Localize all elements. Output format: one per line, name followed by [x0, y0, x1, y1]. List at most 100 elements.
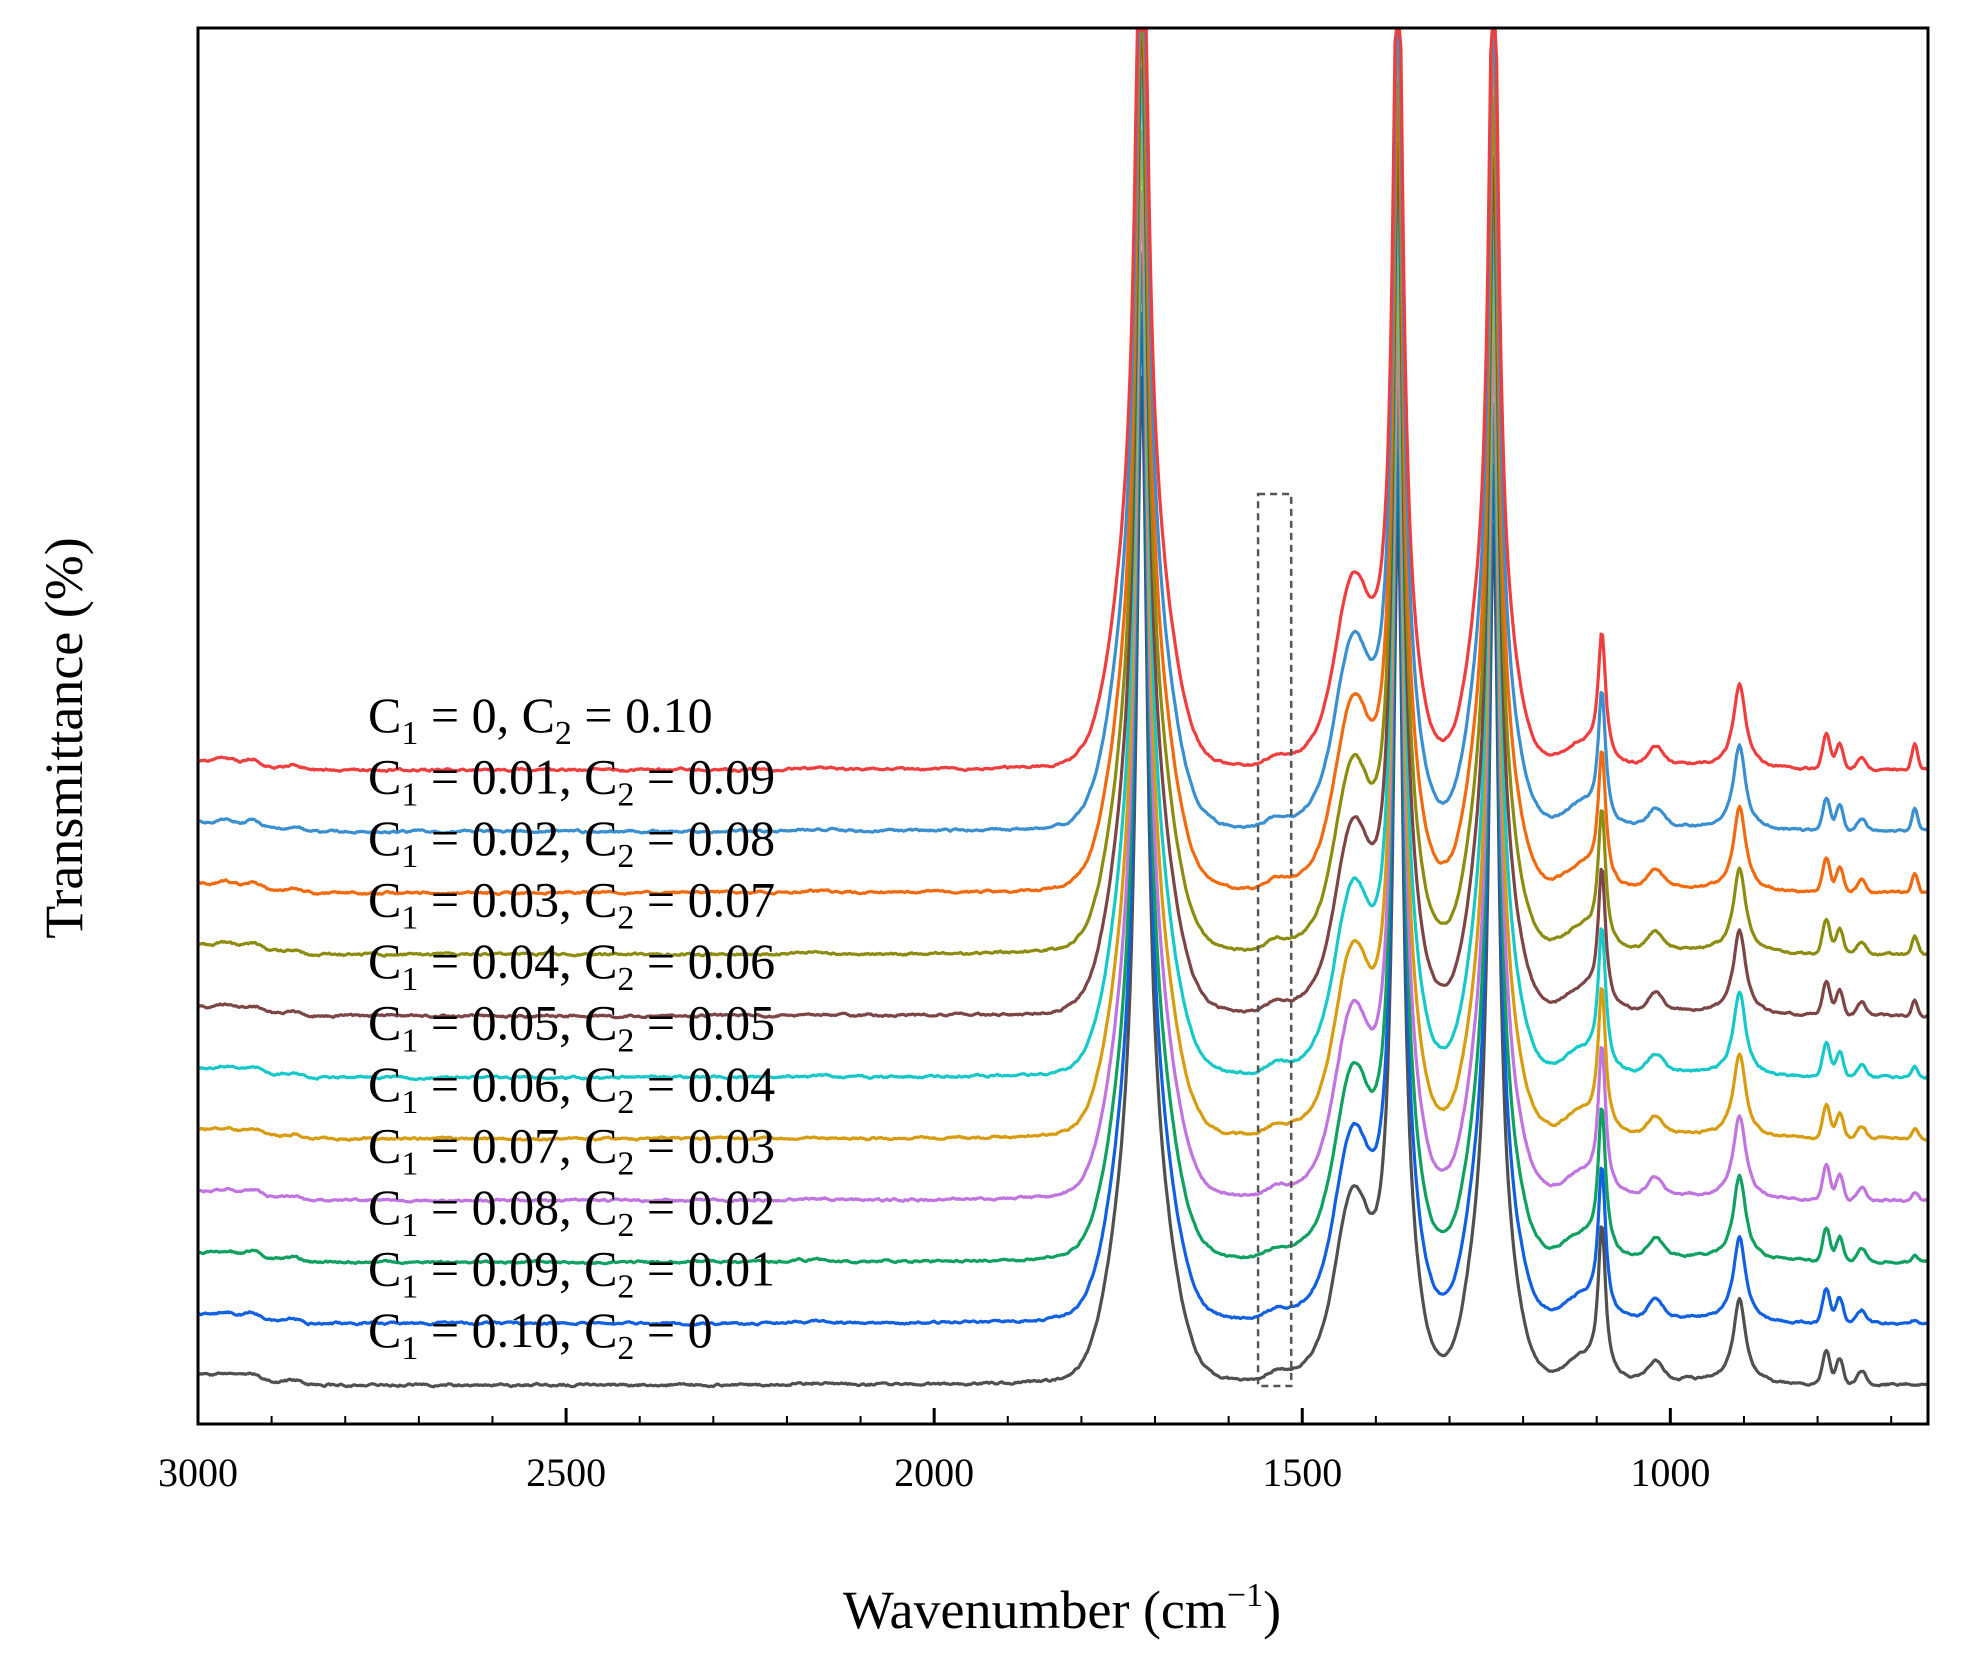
series-label-part: C — [368, 687, 401, 743]
series-label-part: = — [418, 1056, 471, 1112]
series-label-part: C — [368, 1179, 401, 1235]
series-label-part: = — [418, 995, 471, 1051]
series-label: C1 = 0, C2 = 0.10 — [368, 687, 713, 752]
x-tick-label: 3000 — [158, 1450, 238, 1495]
series-label-part: = — [418, 1179, 471, 1235]
series-line — [197, 28, 1929, 958]
series-label-part: = — [418, 687, 471, 743]
series-label-part: = — [418, 749, 471, 805]
series-label-part: = — [634, 810, 687, 866]
series-label-part: = — [418, 810, 471, 866]
series-label-part: 0.01 — [472, 749, 560, 805]
series-label-part: C — [368, 995, 401, 1051]
series-label: C1 = 0.09, C2 = 0.01 — [368, 1241, 775, 1306]
series-label-part: = — [418, 933, 471, 989]
series-label-part: 2 — [617, 1330, 634, 1367]
x-tick-label: 2000 — [894, 1450, 974, 1495]
series-label-part: 2 — [617, 1023, 634, 1060]
series-label-part: = — [634, 995, 687, 1051]
series-label-part: 0.04 — [472, 933, 560, 989]
series-line — [197, 190, 1929, 1205]
series-label-part: = — [418, 1302, 471, 1358]
series-label-part: 0.06 — [472, 1056, 560, 1112]
series-label-part: 2 — [617, 838, 634, 875]
series-label-part: 2 — [617, 777, 634, 814]
series-label-part: C — [368, 1302, 401, 1358]
series-label-part: 2 — [617, 900, 634, 937]
series-label: C1 = 0.10, C2 = 0 — [368, 1302, 713, 1367]
series-label-part: 0.08 — [688, 810, 776, 866]
series-label-part: , C — [559, 872, 617, 928]
series-label-part: 0.07 — [688, 872, 776, 928]
series-label-part: 0.10 — [625, 687, 713, 743]
series-label-part: 2 — [555, 715, 572, 752]
series-label-part: = — [634, 1056, 687, 1112]
series-label-part: 0.09 — [472, 1241, 560, 1297]
series-label-part: 2 — [617, 1084, 634, 1121]
series-layer — [197, 28, 1929, 1389]
series-label-part: 1 — [401, 777, 418, 814]
series-label-part: C — [368, 1241, 401, 1297]
series-label: C1 = 0.08, C2 = 0.02 — [368, 1179, 775, 1244]
x-axis-title-main: Wavenumber (cm — [843, 1580, 1227, 1640]
series-label: C1 = 0.01, C2 = 0.09 — [368, 749, 775, 814]
series-label-part: , C — [559, 1302, 617, 1358]
series-line — [197, 251, 1929, 1266]
highlight-box — [1256, 492, 1293, 1388]
x-axis-title-close: ) — [1263, 1580, 1281, 1640]
series-label-part: = — [634, 1179, 687, 1235]
series-line — [197, 67, 1929, 1082]
series-line — [197, 28, 1929, 835]
series-label-part: 1 — [401, 900, 418, 937]
series-label-part: 1 — [401, 1269, 418, 1306]
series-label-part: 0.01 — [688, 1241, 776, 1297]
series-label-part: , C — [559, 995, 617, 1051]
series-label-part: , C — [497, 687, 555, 743]
series-label-part: = — [418, 1118, 471, 1174]
series-label-part: C — [368, 749, 401, 805]
series-label-part: , C — [559, 1241, 617, 1297]
series-label: C1 = 0.04, C2 = 0.06 — [368, 933, 775, 998]
series-label-part: 0.05 — [688, 995, 776, 1051]
series-label-part: = — [418, 1241, 471, 1297]
series-label-part: = — [418, 872, 471, 928]
series-label-part: , C — [559, 1179, 617, 1235]
series-label-part: , C — [559, 749, 617, 805]
series-line — [197, 28, 1929, 1020]
series-line — [197, 129, 1929, 1142]
series-label-part: , C — [559, 810, 617, 866]
series-label-part: 0.04 — [688, 1056, 776, 1112]
series-label-part: 0 — [688, 1302, 713, 1358]
series-label-part: , C — [559, 1056, 617, 1112]
series-label-part: 1 — [401, 838, 418, 875]
series-label-part: 0.10 — [472, 1302, 560, 1358]
series-label-part: 1 — [401, 1330, 418, 1367]
x-tick-label: 2500 — [526, 1450, 606, 1495]
series-label-part: , C — [559, 933, 617, 989]
series-label-part: 0 — [472, 687, 497, 743]
series-label-part: 1 — [401, 1023, 418, 1060]
series-label-part: 2 — [617, 961, 634, 998]
series-label-part: 1 — [401, 1207, 418, 1244]
x-axis-title: Wavenumber (cm−1) — [843, 1577, 1281, 1640]
series-line — [197, 375, 1929, 1389]
series-label-part: 0.08 — [472, 1179, 560, 1235]
series-label-part: 0.05 — [472, 995, 560, 1051]
series-label-part: = — [634, 1118, 687, 1174]
series-label-part: 0.09 — [688, 749, 776, 805]
series-line — [197, 28, 1929, 774]
series-label-part: 0.06 — [688, 933, 776, 989]
series-label-part: 0.07 — [472, 1118, 560, 1174]
series-label-part: 1 — [401, 961, 418, 998]
series-label-part: = — [634, 1241, 687, 1297]
series-label: C1 = 0.07, C2 = 0.03 — [368, 1118, 775, 1183]
series-label-part: 0.03 — [472, 872, 560, 928]
series-line — [197, 311, 1929, 1327]
series-label-part: 1 — [401, 1084, 418, 1121]
y-axis-title: Transmittance (%) — [34, 537, 94, 938]
series-label-part: = — [634, 1302, 687, 1358]
series-label-part: 2 — [617, 1269, 634, 1306]
series-label: C1 = 0.05, C2 = 0.05 — [368, 995, 775, 1060]
